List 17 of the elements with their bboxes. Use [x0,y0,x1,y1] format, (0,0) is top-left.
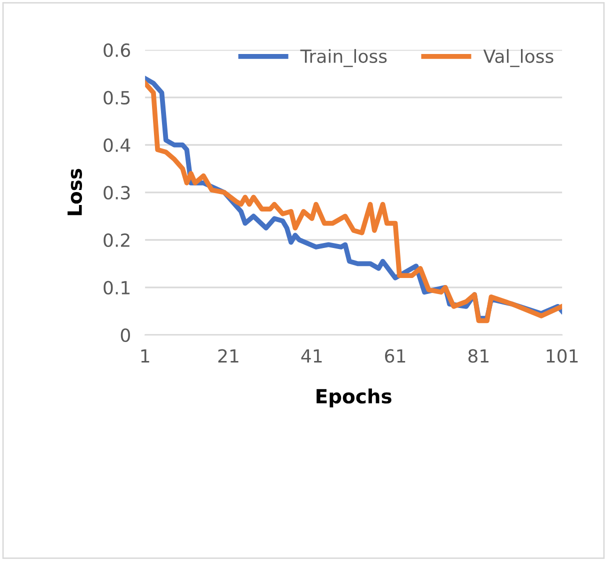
y-tick-label: 0.3 [104,186,130,200]
legend-label: Train_loss [300,49,387,68]
y-tick-label: 0 [120,328,130,342]
y-tick-label: 0.5 [104,90,130,105]
x-tick-label: 1 [141,349,150,363]
y-tick-label: 0.4 [104,138,130,152]
x-axis-title: Epochs [316,388,392,408]
y-tick-label: 0.1 [104,280,130,295]
x-tick-label: 101 [546,349,578,363]
x-tick-label: 21 [218,349,238,363]
y-axis-title: Loss [68,168,82,216]
x-tick-label: 81 [468,349,488,363]
y-tick-label: 0.6 [104,43,130,58]
legend-label: Val_loss [483,49,554,68]
x-tick-label: 61 [385,349,406,363]
x-tick-label: 41 [301,349,322,363]
y-tick-label: 0.2 [104,233,130,248]
